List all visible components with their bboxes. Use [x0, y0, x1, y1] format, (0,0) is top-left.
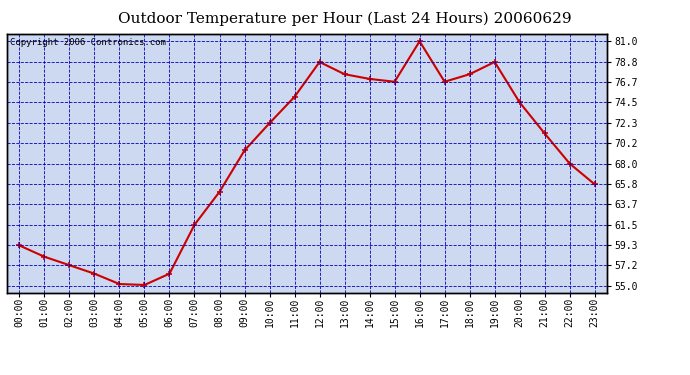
- Text: Outdoor Temperature per Hour (Last 24 Hours) 20060629: Outdoor Temperature per Hour (Last 24 Ho…: [118, 11, 572, 26]
- Text: Copyright 2006 Contronics.com: Copyright 2006 Contronics.com: [10, 38, 166, 46]
